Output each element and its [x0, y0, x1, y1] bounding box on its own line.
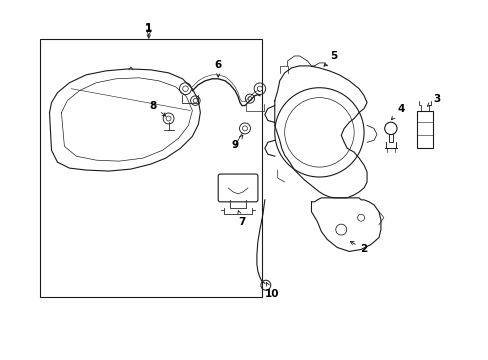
Text: 9: 9 [231, 135, 243, 150]
Bar [40, 39, 262, 297]
Text: 1: 1 [145, 24, 152, 38]
Text: 3: 3 [427, 94, 439, 106]
Text: 7: 7 [237, 211, 245, 227]
Bar [416, 111, 432, 148]
Text: 5: 5 [324, 51, 337, 66]
Text: 6: 6 [214, 60, 222, 77]
Text: 4: 4 [391, 104, 404, 120]
Text: 10: 10 [264, 283, 279, 299]
Text: 2: 2 [350, 242, 367, 255]
Text: 1: 1 [145, 23, 152, 33]
Text: 8: 8 [149, 100, 165, 116]
